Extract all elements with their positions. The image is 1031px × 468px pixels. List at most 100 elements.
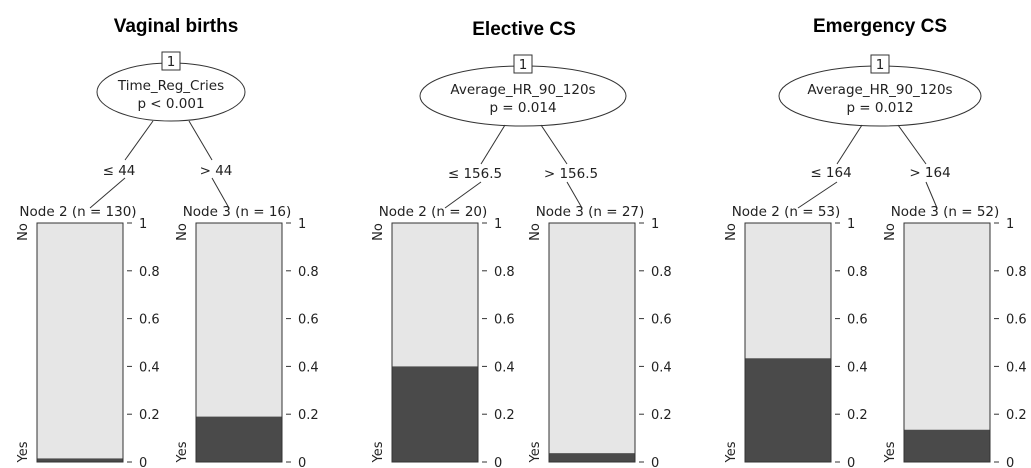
axis-category-no: No [16,223,31,241]
ytick-label: 0 [139,456,147,468]
root-node-pvalue: p < 0.001 [137,96,204,112]
bar-yes [745,358,831,462]
branch-line-lower [444,181,482,209]
ytick-label: 0 [298,456,306,468]
bar-frame [744,222,832,463]
split-label: ≤ 44 [103,163,136,179]
branch-line [480,124,506,165]
panel-title: Elective CS [472,19,576,40]
ytick-label: 0.8 [494,265,515,280]
root-node-variable: Average_HR_90_120s [450,82,595,98]
ytick-label: 0.6 [651,313,672,328]
ytick-label: 0.4 [847,360,868,375]
ytick-label: 1 [494,217,502,232]
ytick-label: 1 [298,217,306,232]
ytick-label: 0.2 [651,408,672,423]
branch-line-lower [89,177,126,209]
ytick-label: 0.2 [1006,408,1027,423]
axis-category-yes: Yes [724,441,739,463]
split-label: ≤ 164 [810,165,851,181]
axis-category-no: No [528,223,543,241]
node-label: Node 2 (n = 130) [19,204,136,220]
bar-yes [904,429,990,462]
ytick-label: 0.8 [1006,265,1027,280]
branch-line-lower [797,181,838,209]
ytick-label: 0.4 [494,360,515,375]
ytick-label: 0.4 [651,360,672,375]
bar-yes [196,416,282,462]
ytick-label: 0.8 [847,265,868,280]
ytick-label: 0 [651,456,659,468]
bar-no [392,223,478,367]
bar-no [196,223,282,417]
node-label: Node 2 (n = 53) [732,204,841,220]
ytick-label: 0.2 [494,408,515,423]
split-label: > 156.5 [544,166,598,182]
root-node-variable: Average_HR_90_120s [807,82,952,98]
root-node-id: 1 [519,57,528,73]
panel-title: Emergency CS [813,16,947,37]
split-label: ≤ 156.5 [448,166,502,182]
bar-no [549,223,635,454]
ytick-label: 0.4 [139,360,160,375]
bar-yes [37,458,123,462]
branch-line [836,124,863,165]
axis-category-no: No [724,223,739,241]
branch-line-lower [566,181,583,209]
ytick-label: 0.6 [298,313,319,328]
branch-line-lower [925,181,938,209]
root-node-id-box [513,54,533,74]
ytick-label: 0 [1006,456,1014,468]
ytick-label: 0.6 [139,313,160,328]
axis-category-yes: Yes [371,441,386,463]
bar-frame [548,222,636,463]
bar-no [37,223,123,459]
ytick-label: 0.2 [139,408,160,423]
root-node-variable: Time_Reg_Cries [117,78,224,94]
axis-category-yes: Yes [16,441,31,463]
ytick-label: 0.6 [494,313,515,328]
ytick-label: 1 [651,217,659,232]
ytick-label: 0.6 [847,313,868,328]
split-label: > 164 [909,165,950,181]
ytick-label: 0.4 [1006,360,1027,375]
bar-frame [903,222,991,463]
root-node-pvalue: p = 0.012 [846,100,913,116]
node-label: Node 3 (n = 16) [183,204,292,220]
ytick-label: 0.8 [298,265,319,280]
ytick-label: 0 [847,456,855,468]
ytick-label: 0.2 [847,408,868,423]
branch-line-lower [211,177,230,209]
split-label: > 44 [200,163,233,179]
branch-line [897,124,927,165]
bar-no [745,223,831,359]
axis-category-no: No [371,223,386,241]
ytick-label: 1 [139,217,147,232]
axis-category-yes: Yes [528,441,543,463]
ytick-label: 1 [847,217,855,232]
root-node-id: 1 [876,57,885,73]
branch-line [188,120,213,161]
axis-category-yes: Yes [175,441,190,463]
branch-line [540,124,568,165]
bar-yes [392,366,478,462]
bar-yes [549,453,635,462]
bar-frame [391,222,479,463]
node-label: Node 3 (n = 27) [536,204,645,220]
branch-line [124,120,154,161]
node-label: Node 2 (n = 20) [379,204,488,220]
ytick-label: 0.8 [139,265,160,280]
node-label: Node 3 (n = 52) [891,204,1000,220]
root-node-id-box [870,54,890,74]
ytick-label: 0.2 [298,408,319,423]
root-node-pvalue: p = 0.014 [489,100,556,116]
root-node-id: 1 [167,54,176,70]
ytick-label: 0 [494,456,502,468]
axis-category-yes: Yes [883,441,898,463]
ytick-label: 0.6 [1006,313,1027,328]
panel-title: Vaginal births [114,16,239,37]
bar-no [904,223,990,430]
axis-category-no: No [175,223,190,241]
root-node-id-box [161,51,181,71]
